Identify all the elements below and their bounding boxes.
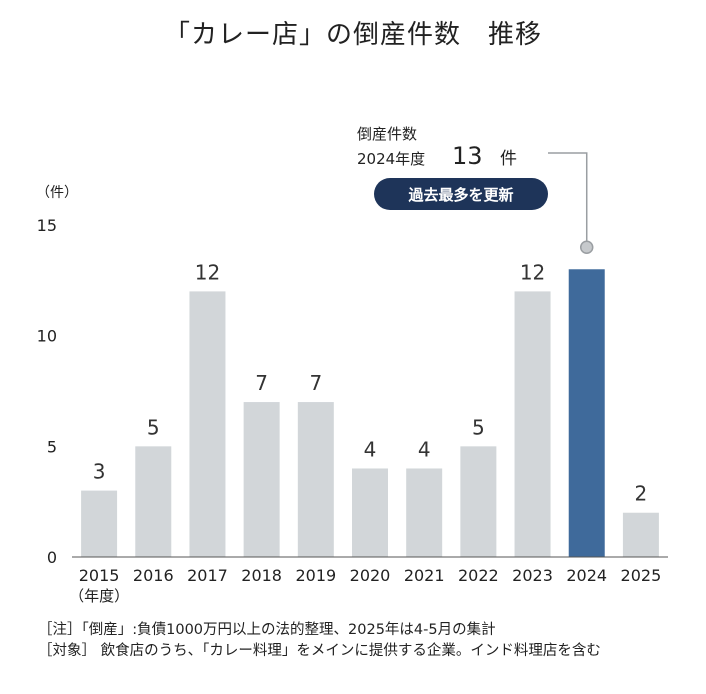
x-tick-label: 2025 [621, 566, 662, 585]
data-labels: 3 5 12 7 7 4 4 5 12 2 [93, 260, 648, 505]
x-tick-label: 2021 [404, 566, 445, 585]
x-tick-label: 2020 [350, 566, 391, 585]
annotation-unit: 件 [500, 149, 517, 169]
data-label: 7 [255, 371, 268, 395]
annotation-value: 13 [452, 142, 483, 170]
data-label: 4 [364, 437, 377, 461]
bar [135, 446, 172, 557]
x-tick-label: 2017 [187, 566, 228, 585]
chart-title: 「カレー店」の倒産件数 推移 [163, 20, 542, 50]
note-definition: ［注］「倒産」:負債1000万円以上の法的整理、2025年は4-5月の集計 [38, 622, 496, 638]
data-label: 4 [418, 437, 431, 461]
x-tick-label: 2015 [79, 566, 120, 585]
x-tick-label: 2019 [295, 566, 336, 585]
bar [243, 402, 280, 557]
bar [514, 291, 551, 557]
y-tick-label: 0 [47, 548, 57, 567]
bar [460, 446, 497, 557]
bar [189, 291, 226, 557]
callout-dot [579, 240, 594, 255]
x-tick-label: 2016 [133, 566, 174, 585]
bar [622, 512, 659, 557]
bars [81, 269, 659, 557]
data-label: 12 [195, 260, 220, 284]
record-badge-label: 過去最多を更新 [407, 186, 513, 204]
x-tick-label: 2018 [241, 566, 282, 585]
data-label: 3 [93, 460, 106, 484]
x-tick-label: 2023 [512, 566, 553, 585]
bar [352, 468, 388, 557]
y-axis-unit: （件） [36, 185, 78, 201]
annotation-callout: 倒産件数 2024年度 13 件 過去最多を更新 [357, 125, 594, 255]
bar [406, 468, 443, 557]
y-tick-label: 5 [47, 437, 57, 456]
annotation-line1: 倒産件数 [357, 125, 417, 143]
callout-leader-line [548, 152, 588, 242]
x-axis: 2015 2016 2017 2018 2019 2020 2021 2022 2023 2024… [69, 556, 668, 605]
y-tick-label: 15 [37, 216, 57, 235]
x-axis-unit: （年度） [69, 587, 129, 605]
x-tick-label: 2024 [566, 566, 607, 585]
y-axis: 0 5 10 15 （件） [36, 185, 78, 567]
bar [297, 402, 334, 557]
note-target: ［対象］ 飲食店のうち、「カレー料理」をメインに提供する企業。インド料理店を含む [38, 643, 601, 659]
bar [81, 490, 118, 557]
footnotes: ［注］「倒産」:負債1000万円以上の法的整理、2025年は4-5月の集計 ［対… [38, 620, 601, 662]
bar-highlight [568, 269, 605, 557]
data-label: 5 [147, 415, 160, 439]
data-label: 2 [635, 482, 648, 506]
data-label: 12 [520, 260, 545, 284]
annotation-year: 2024年度 [357, 150, 425, 168]
x-tick-label: 2022 [458, 566, 499, 585]
y-tick-label: 10 [37, 327, 57, 346]
record-badge [374, 178, 548, 210]
data-label: 7 [309, 371, 322, 395]
data-label: 5 [472, 415, 485, 439]
